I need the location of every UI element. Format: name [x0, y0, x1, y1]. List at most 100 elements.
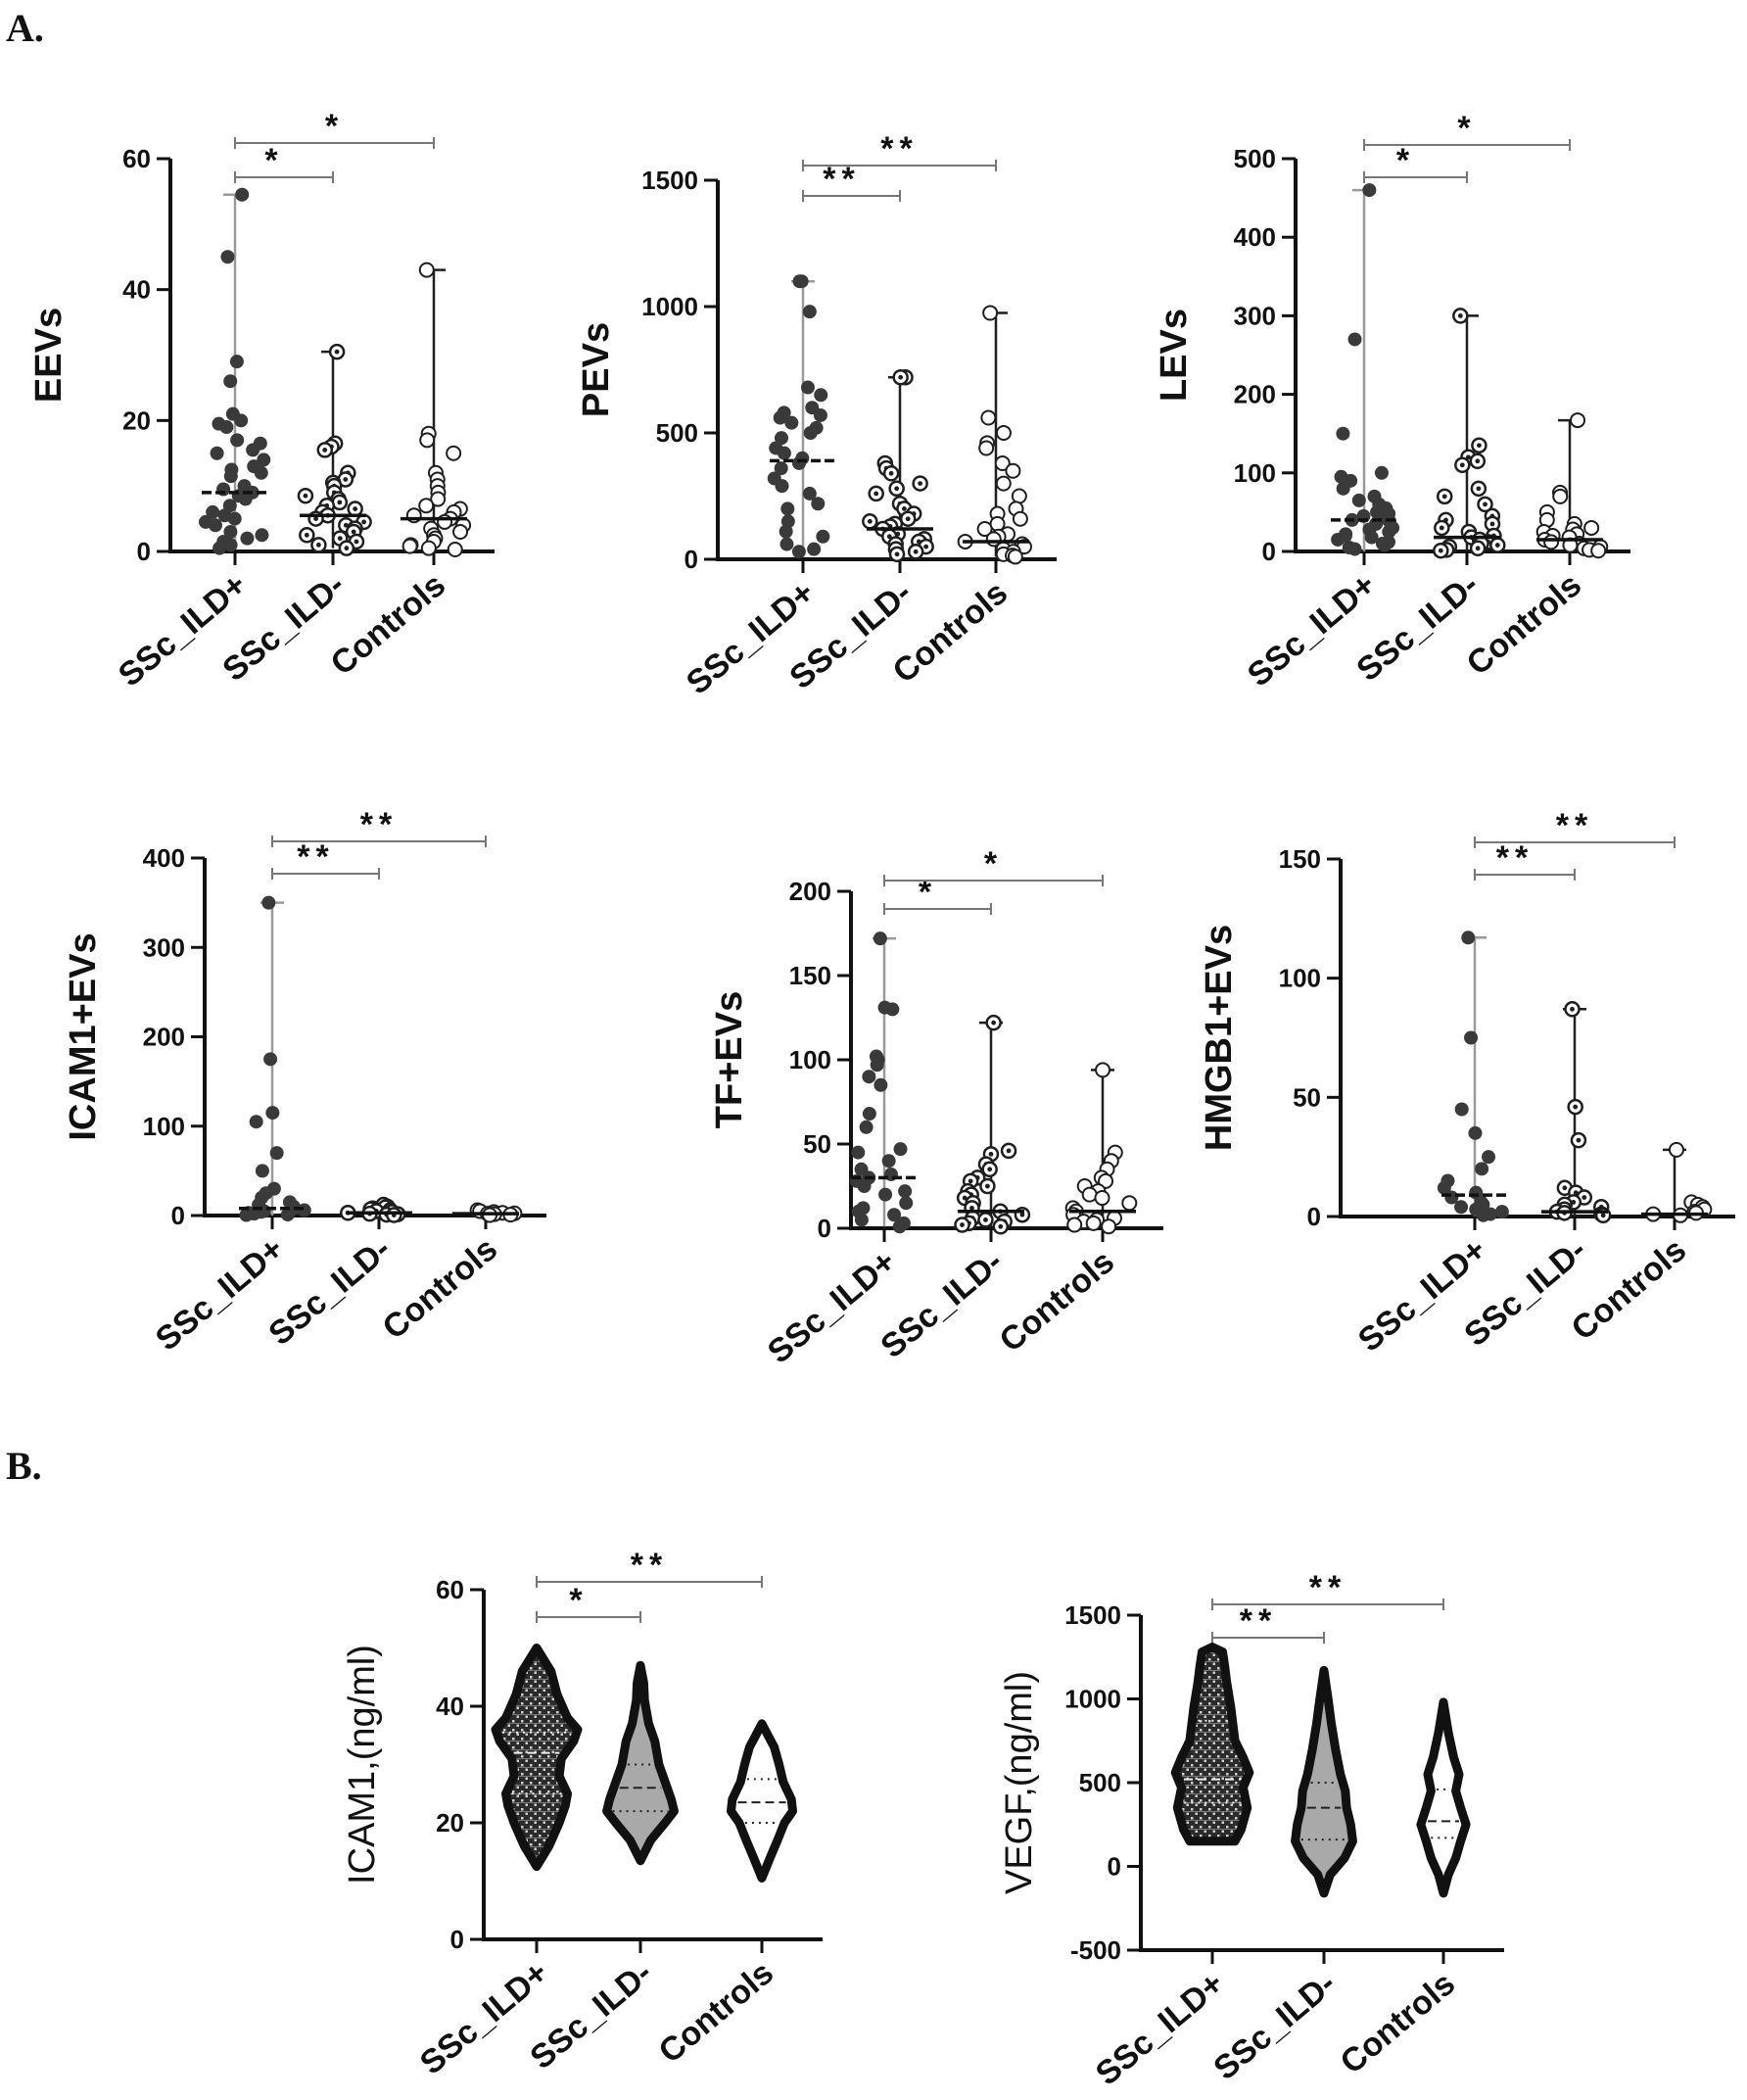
- data-point-center: [313, 516, 318, 521]
- data-point: [775, 479, 789, 494]
- y-tick-label: 1000: [641, 292, 698, 321]
- data-point-center: [353, 506, 358, 511]
- significance-label: **: [880, 130, 918, 167]
- y-tick-label: 200: [1234, 380, 1276, 409]
- data-point: [223, 469, 238, 484]
- data-point: [1476, 1208, 1490, 1222]
- violin-shape: [1170, 1643, 1254, 1846]
- data-point: [420, 540, 437, 556]
- y-tick-label: 40: [122, 275, 151, 305]
- data-point: [401, 538, 418, 554]
- data-point: [1378, 538, 1393, 552]
- y-axis-title: ICAM1+EVs: [63, 932, 104, 1140]
- series-ssc-ild-neg: [297, 343, 372, 556]
- y-tick-label: 500: [1079, 1768, 1121, 1797]
- data-point: [452, 523, 469, 540]
- x-category-label: SSc_ILD+: [413, 1954, 555, 2082]
- series-controls: [401, 262, 472, 557]
- data-point: [874, 1077, 888, 1092]
- data-point: [297, 1203, 311, 1217]
- data-point: [249, 1115, 263, 1129]
- data-point: [219, 420, 234, 435]
- significance-label: *: [919, 874, 937, 911]
- data-point-center: [902, 506, 907, 511]
- y-axis-title: PEVs: [576, 322, 617, 417]
- data-point: [206, 504, 220, 519]
- y-axis-title: HMGB1+EVs: [1199, 925, 1240, 1151]
- data-point: [885, 1002, 900, 1017]
- series-ssc-ild-pos: [767, 274, 836, 559]
- data-point: [261, 895, 276, 910]
- data-point: [1351, 493, 1366, 507]
- y-axis-title: ICAM1,(ng/ml): [342, 1645, 383, 1885]
- series-ssc-ild-pos: [849, 931, 918, 1234]
- data-point: [780, 501, 795, 516]
- data-point: [1437, 1180, 1451, 1195]
- x-category-label: SSc_ILD+: [761, 1243, 903, 1371]
- data-point: [995, 425, 1012, 441]
- violin-ssc-ild-neg: [1291, 1665, 1357, 1898]
- y-tick-label: 0: [137, 537, 151, 566]
- series-controls: [957, 305, 1032, 565]
- data-point: [870, 1058, 884, 1073]
- data-point: [976, 521, 993, 538]
- y-axis-title: EEVs: [28, 308, 70, 403]
- y-tick-label: 400: [143, 843, 185, 873]
- data-point-center: [1476, 486, 1482, 492]
- chart-icam1-ngml: 0204060SSc_ILD+SSc_ILD-ControlsICAM1,(ng…: [342, 1547, 823, 2082]
- data-point: [1331, 532, 1346, 547]
- data-point: [774, 431, 788, 446]
- data-point-center: [1483, 501, 1487, 507]
- data-point: [263, 1052, 278, 1067]
- data-point-center: [1570, 1006, 1575, 1012]
- x-category-label: Controls: [1460, 566, 1589, 683]
- data-point: [1543, 534, 1560, 550]
- data-point-center: [1573, 1104, 1579, 1110]
- data-point: [887, 1208, 902, 1222]
- data-point: [995, 475, 1012, 492]
- data-point-center: [867, 518, 873, 524]
- panel-label-b: B.: [6, 1444, 42, 1488]
- data-point-center: [322, 448, 328, 453]
- data-point: [1101, 1218, 1117, 1235]
- data-point: [1468, 1125, 1483, 1140]
- data-point: [1583, 519, 1600, 536]
- y-tick-label: 200: [789, 877, 831, 906]
- y-tick-label: 40: [436, 1692, 464, 1721]
- data-point-center: [337, 500, 343, 505]
- data-point-center: [361, 519, 366, 525]
- significance-label: **: [823, 161, 860, 198]
- data-point-center: [962, 1195, 968, 1201]
- data-point: [784, 415, 799, 430]
- data-point: [800, 380, 815, 395]
- significance-label: **: [1309, 1569, 1346, 1606]
- significance-label: *: [984, 845, 1003, 883]
- data-point: [873, 931, 887, 946]
- data-point: [779, 537, 794, 551]
- data-point: [265, 1106, 280, 1121]
- y-tick-label: 150: [789, 961, 831, 990]
- series-ssc-ild-pos: [198, 187, 271, 555]
- data-point: [1590, 543, 1607, 559]
- data-point: [257, 453, 271, 467]
- data-point: [269, 1146, 284, 1161]
- data-point-center: [960, 1222, 965, 1227]
- significance-label: *: [1396, 142, 1415, 179]
- significance-label: *: [1457, 110, 1476, 147]
- data-point: [1085, 1215, 1102, 1231]
- y-tick-label: 100: [143, 1112, 185, 1141]
- data-point: [862, 1107, 876, 1122]
- data-point: [446, 445, 462, 461]
- data-point: [1570, 412, 1586, 429]
- data-point: [980, 409, 997, 426]
- data-point: [813, 407, 827, 422]
- data-point: [994, 454, 1011, 471]
- y-tick-label: 1000: [1064, 1685, 1121, 1714]
- data-point-center: [894, 486, 900, 492]
- data-point-center: [1438, 548, 1443, 553]
- data-point: [1066, 1217, 1083, 1233]
- x-category-label: SSc_ILD-: [1206, 1965, 1343, 2087]
- data-point-center: [337, 536, 343, 542]
- data-point: [774, 461, 788, 476]
- x-category-label: Controls: [652, 1954, 781, 2071]
